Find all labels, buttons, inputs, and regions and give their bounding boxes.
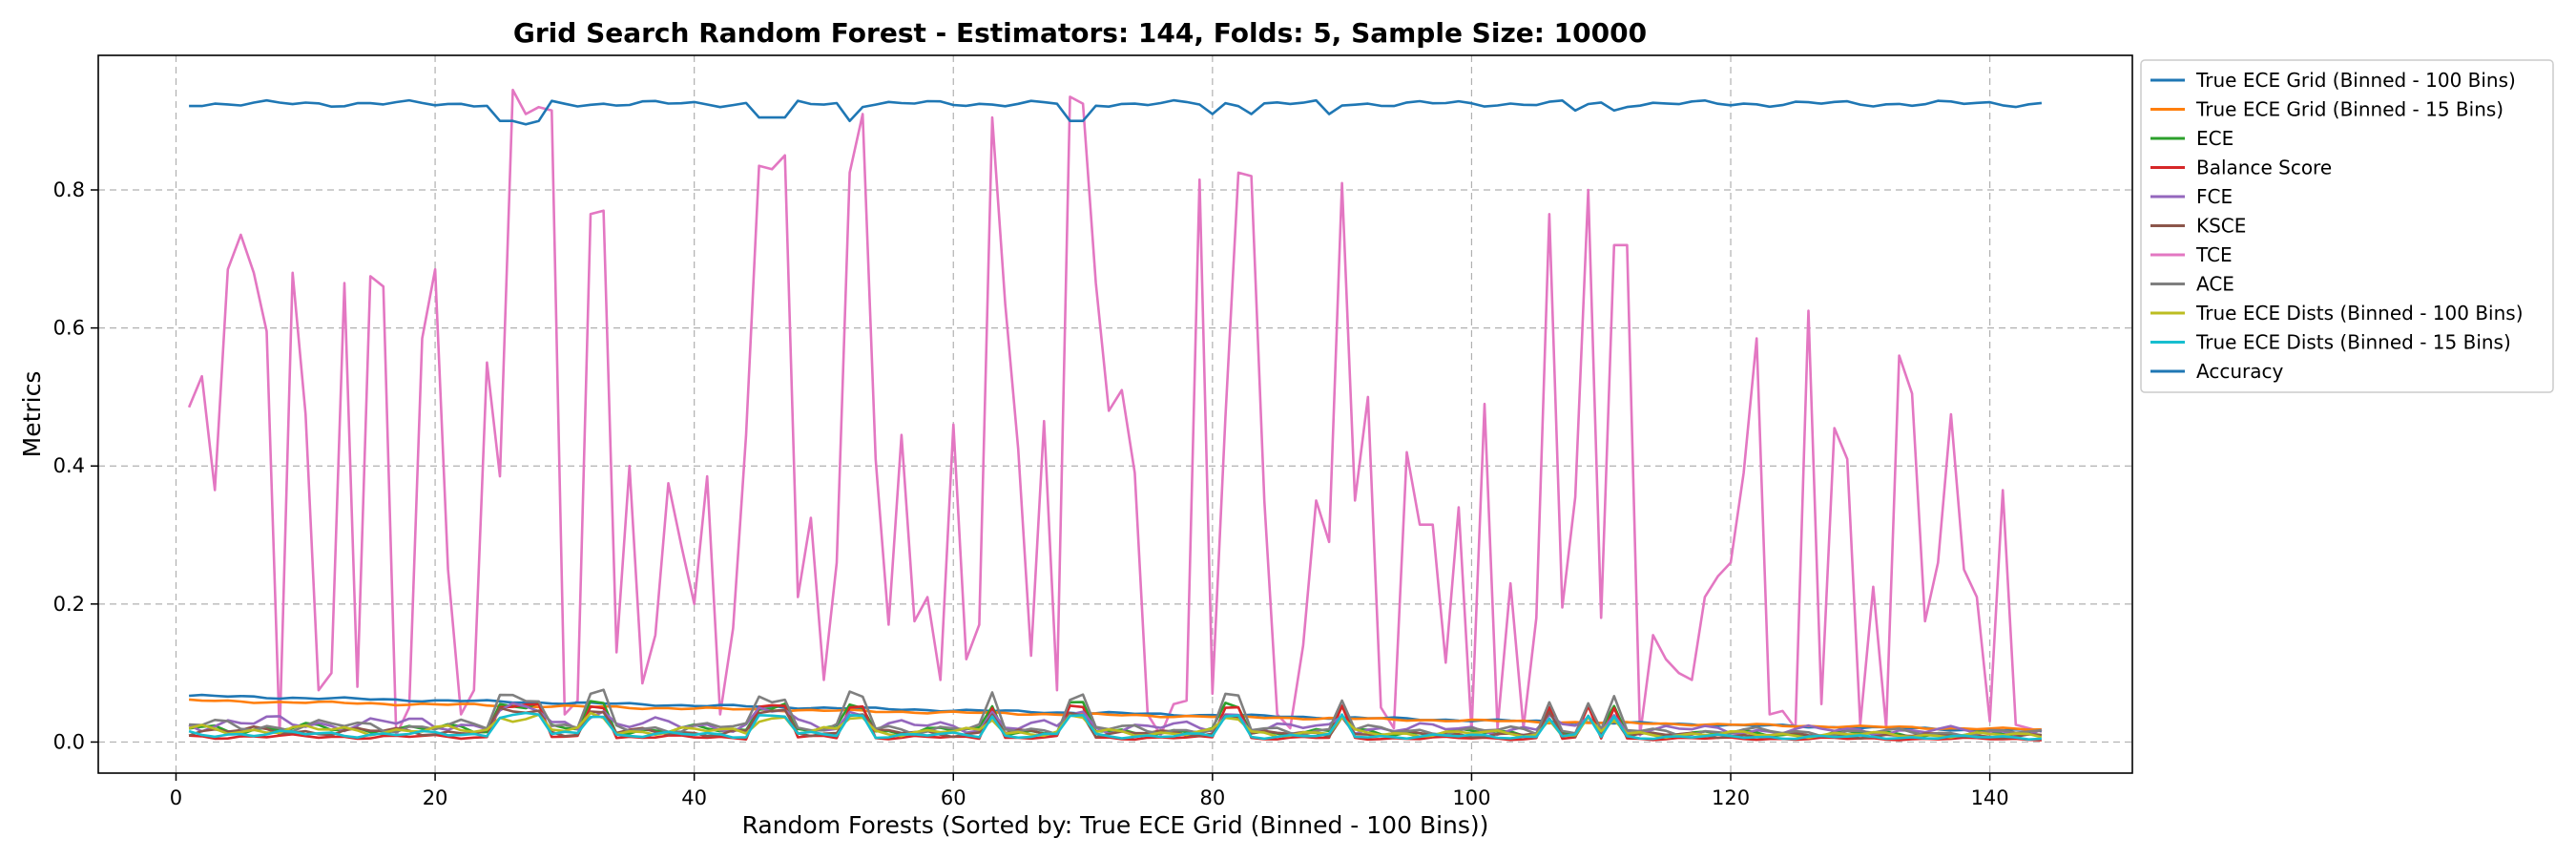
x-tick-label: 80 <box>1199 786 1225 809</box>
x-axis-ticks: 0 20 40 60 80 100 120 140 <box>170 773 2009 809</box>
legend-entry: KSCE <box>2196 215 2246 238</box>
y-tick-label: 0.2 <box>53 593 85 616</box>
y-axis-label: Metrics <box>18 371 46 458</box>
x-tick-label: 100 <box>1452 786 1490 809</box>
legend: True ECE Grid (Binned - 100 Bins) True EC… <box>2140 59 2554 393</box>
plot-frame <box>97 54 2133 774</box>
series-line-ace <box>189 688 2043 738</box>
legend-entry: ECE <box>2196 127 2233 150</box>
legend-entry: Balance Score <box>2196 157 2332 179</box>
y-axis-ticks: 0.0 0.2 0.4 0.6 0.8 <box>53 178 98 753</box>
x-tick-label: 140 <box>1971 786 2009 809</box>
y-tick-label: 0.4 <box>53 454 85 477</box>
y-tick-label: 0.0 <box>53 730 85 753</box>
x-tick-label: 120 <box>1712 786 1750 809</box>
legend-box <box>2140 59 2554 393</box>
legend-entry: ACE <box>2196 273 2234 296</box>
x-tick-label: 20 <box>423 786 448 809</box>
legend-entry: FCE <box>2196 185 2233 208</box>
legend-entry: True ECE Dists (Binned - 100 Bins) <box>2195 302 2524 325</box>
grid <box>98 55 2132 773</box>
series-lines <box>187 88 2043 742</box>
x-axis-label: Random Forests (Sorted by: True ECE Grid… <box>742 811 1489 839</box>
series-line-tce <box>187 88 2043 737</box>
y-tick-label: 0.8 <box>53 178 85 201</box>
chart-title: Grid Search Random Forest - Estimators: … <box>513 17 1647 49</box>
legend-entry: True ECE Grid (Binned - 100 Bins) <box>2195 69 2516 92</box>
series-line-accuracy <box>189 98 2043 126</box>
legend-entry: True ECE Grid (Binned - 15 Bins) <box>2195 98 2503 121</box>
legend-entry: Accuracy <box>2196 360 2283 383</box>
x-tick-label: 60 <box>941 786 966 809</box>
x-tick-label: 0 <box>170 786 182 809</box>
legend-entry: TCE <box>2195 243 2233 266</box>
y-tick-label: 0.6 <box>53 317 85 340</box>
x-tick-label: 40 <box>681 786 707 809</box>
legend-entry: True ECE Dists (Binned - 15 Bins) <box>2195 331 2511 354</box>
series-line-true-ece-dists-binned-15-bins <box>188 711 2042 742</box>
